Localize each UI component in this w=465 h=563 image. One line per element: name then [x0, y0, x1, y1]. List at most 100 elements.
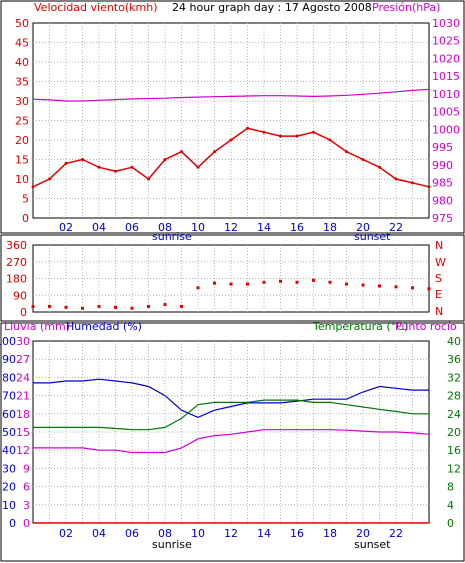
x-tick-bottom: 06	[125, 527, 139, 540]
point-wind-speed	[361, 158, 365, 161]
point-wind-direction	[328, 280, 332, 284]
rain-tick: 6	[23, 481, 30, 494]
humidity-tick: 70	[2, 390, 16, 403]
point-wind-direction	[345, 282, 348, 286]
point-wind-direction	[97, 304, 101, 308]
humidity-tick: 10	[2, 499, 16, 512]
x-tick-top: 12	[224, 221, 238, 234]
humidity-tick: 20	[2, 481, 16, 494]
wind-speed-tick: 5	[22, 193, 29, 206]
point-wind-direction	[378, 284, 381, 288]
point-wind-speed	[394, 177, 398, 181]
sunset-label-bottom: sunset	[354, 538, 391, 551]
point-wind-direction	[147, 304, 150, 308]
rain-tick: 12	[16, 444, 30, 457]
temperature-tick: 8	[447, 481, 454, 494]
sunset-label-top: sunset	[354, 230, 391, 243]
point-wind-speed	[427, 185, 431, 189]
temperature-tick: 32	[447, 371, 461, 384]
point-wind-direction	[229, 282, 233, 286]
rain-tick: 27	[16, 353, 30, 366]
rain-tick: 0	[23, 517, 30, 530]
point-wind-direction	[163, 303, 167, 307]
direction-letter-n-bottom: N	[435, 305, 443, 318]
wind-speed-tick: 45	[15, 37, 29, 50]
x-tick-bottom: 18	[323, 527, 337, 540]
humidity-tick: 60	[2, 408, 16, 421]
temperature-tick: 40	[447, 335, 461, 348]
series-layer	[31, 88, 431, 524]
x-tick-top: 06	[125, 221, 139, 234]
point-wind-speed	[97, 165, 101, 169]
direction-tick: 90	[13, 289, 27, 302]
x-tick-top: 16	[290, 221, 304, 234]
point-wind-direction	[48, 304, 51, 308]
humidity-tick: 40	[2, 444, 16, 457]
point-wind-speed	[312, 130, 315, 134]
grid	[33, 23, 429, 523]
x-tick-top: 08	[158, 221, 172, 234]
point-wind-speed	[196, 165, 200, 169]
pressure-tick: 1025	[432, 35, 460, 48]
wind-speed-tick: 10	[15, 173, 29, 186]
series-humidity	[33, 378, 429, 419]
point-wind-direction	[427, 287, 431, 291]
point-wind-direction	[361, 283, 365, 287]
point-wind-direction	[196, 286, 200, 290]
point-wind-speed	[229, 138, 233, 142]
temperature-tick: 12	[447, 462, 461, 475]
point-wind-direction	[411, 286, 414, 290]
direction-tick: 180	[6, 273, 27, 286]
humidity-tick: 0	[9, 517, 16, 530]
x-tick-bottom: 04	[92, 527, 106, 540]
direction-letter-e: E	[435, 288, 442, 301]
humidity-axis-label: Humedad (%)	[66, 320, 142, 333]
point-wind-speed	[163, 158, 167, 161]
panel-top-frame	[0, 0, 465, 234]
rain-tick: 21	[16, 390, 30, 403]
direction-letter-n-top: N	[435, 239, 443, 252]
rain-tick: 15	[16, 426, 30, 439]
point-wind-speed	[411, 181, 414, 185]
temperature-tick: 28	[447, 390, 461, 403]
wind-speed-axis-label: Velocidad viento(kmh)	[34, 1, 158, 14]
point-wind-direction	[279, 279, 282, 283]
direction-letter-s: S	[435, 272, 442, 285]
wind-speed-tick: 0	[22, 212, 29, 225]
point-wind-direction	[81, 306, 84, 310]
x-tick-bottom: 20	[356, 527, 370, 540]
x-tick-top: 04	[92, 221, 106, 234]
wind-speed-tick: 20	[15, 134, 29, 147]
point-wind-direction	[64, 305, 68, 309]
point-wind-direction	[262, 280, 266, 284]
point-wind-speed	[81, 158, 84, 161]
point-wind-direction	[312, 278, 315, 282]
point-wind-speed	[378, 165, 381, 169]
pressure-tick: 1000	[432, 123, 460, 136]
chart-title: 24 hour graph day : 17 Agosto 2008	[172, 1, 372, 14]
pressure-tick: 985	[432, 177, 453, 190]
point-wind-direction	[180, 304, 183, 308]
pressure-tick: 990	[432, 159, 453, 172]
point-wind-speed	[114, 169, 117, 173]
x-tick-top: 02	[59, 221, 73, 234]
x-tick-bottom: 02	[59, 527, 73, 540]
humidity-tick: 80	[2, 371, 16, 384]
wind-speed-tick: 50	[15, 17, 29, 30]
point-wind-speed	[180, 150, 183, 154]
pressure-tick: 1030	[432, 17, 460, 30]
point-wind-speed	[262, 130, 266, 134]
x-tick-bottom: 16	[290, 527, 304, 540]
point-wind-direction	[31, 304, 35, 308]
temperature-tick: 4	[447, 499, 454, 512]
x-tick-top: 18	[323, 221, 337, 234]
pressure-tick: 1010	[432, 88, 460, 101]
pressure-axis-label: Presión(hPa)	[372, 1, 440, 14]
point-wind-speed	[328, 138, 332, 142]
point-wind-speed	[295, 134, 299, 138]
wind-speed-tick: 15	[15, 154, 29, 167]
point-wind-direction	[246, 282, 249, 286]
sunrise-label-bottom: sunrise	[152, 538, 192, 551]
direction-tick: 0	[20, 306, 27, 319]
